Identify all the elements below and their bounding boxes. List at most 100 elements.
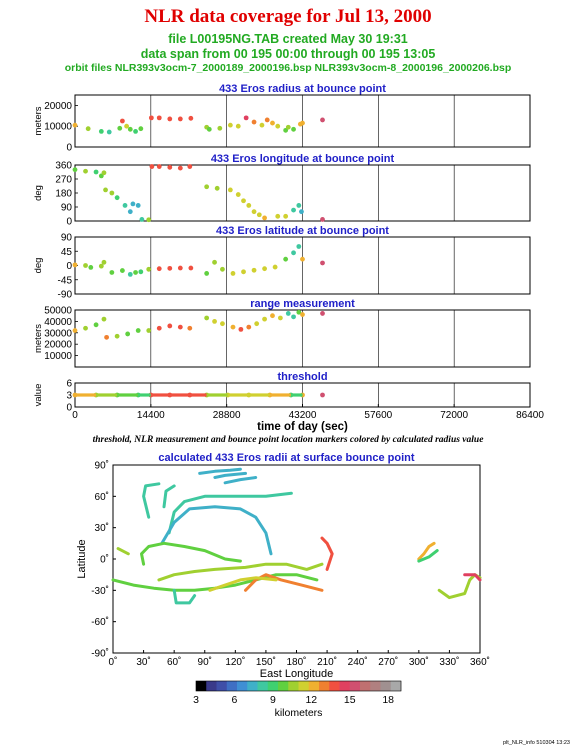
colorbar-tick-label: 9 <box>270 694 276 706</box>
data-point <box>177 324 183 330</box>
x-tick-label: 72000 <box>440 410 468 421</box>
colorbar-swatch <box>370 681 381 691</box>
x-tick-label: 360˚ <box>470 656 490 668</box>
y-tick-label: -60˚ <box>91 616 109 628</box>
data-point <box>135 328 141 333</box>
ground-track <box>116 547 130 556</box>
ground-track <box>167 491 293 535</box>
y-axis-label: deg <box>33 258 44 274</box>
colorbar-swatch <box>288 681 299 691</box>
data-point <box>296 309 302 315</box>
ground-track <box>140 541 242 566</box>
panel-title: 433 Eros latitude at bounce point <box>216 225 389 237</box>
data-point <box>256 212 262 218</box>
data-point <box>114 195 120 201</box>
data-point <box>167 116 173 122</box>
data-point <box>204 271 210 276</box>
data-point <box>72 167 78 173</box>
data-point <box>246 203 252 208</box>
y-tick-label: 3 <box>66 391 72 402</box>
ground-track <box>417 549 439 563</box>
x-tick-label: 43200 <box>289 410 317 421</box>
range-panel: range measurement 10000200003000040000500… <box>33 298 531 368</box>
y-tick-label: 90˚ <box>95 460 109 472</box>
data-point <box>133 270 138 275</box>
data-point <box>127 126 133 132</box>
data-point <box>138 269 144 275</box>
data-point <box>188 115 194 121</box>
data-point <box>101 316 107 322</box>
data-point <box>127 209 133 215</box>
plot-frame <box>74 94 531 148</box>
data-point <box>156 164 162 169</box>
data-point <box>238 326 244 332</box>
colorbar-swatch <box>329 681 340 691</box>
data-point <box>188 265 194 271</box>
ground-track <box>223 476 258 485</box>
x-tick-label: 300˚ <box>409 656 429 668</box>
colorbar-frame <box>195 680 402 692</box>
radius-panel: 433 Eros radius at bounce point 0 10000 200… <box>33 83 531 154</box>
colorbar-swatch <box>196 681 207 691</box>
y-tick-label: -90˚ <box>91 648 109 660</box>
ground-track <box>463 573 482 582</box>
data-point <box>262 266 267 272</box>
ground-track <box>160 505 273 556</box>
x-tick-label: 180˚ <box>286 656 306 668</box>
data-point <box>241 269 246 275</box>
data-point <box>187 325 193 331</box>
x-tick-label: 0 <box>72 410 78 421</box>
data-point <box>270 120 275 126</box>
x-tick-label: 57600 <box>364 410 392 421</box>
data-point <box>122 203 128 208</box>
x-tick-label: 86400 <box>516 410 544 421</box>
data-point <box>98 263 104 269</box>
data-point <box>217 125 223 131</box>
y-tick-label: 180 <box>55 189 72 200</box>
data-point <box>320 217 325 222</box>
y-tick-label: 45 <box>61 247 73 258</box>
ground-track <box>162 484 176 509</box>
panel-title: 433 Eros longitude at bounce point <box>211 153 395 165</box>
data-point <box>246 324 252 330</box>
data-point <box>291 126 296 132</box>
x-axis-label: East Longitude <box>260 668 333 680</box>
colorbar-tick-label: 6 <box>232 694 238 706</box>
x-tick-label: 330˚ <box>439 656 459 668</box>
y-axis-label: meters <box>33 324 44 353</box>
data-point <box>119 118 125 124</box>
data-point <box>235 123 241 129</box>
colorbar-swatch <box>308 681 320 691</box>
ground-track <box>213 471 247 479</box>
ground-track <box>244 573 324 592</box>
data-point <box>114 333 120 339</box>
data-point <box>283 213 289 219</box>
threshold-panel: threshold 036 value 0 14400 28800 43200 57600 72… <box>33 371 544 433</box>
data-point <box>103 187 108 193</box>
colorbar-swatch <box>298 681 310 691</box>
data-point <box>88 265 94 270</box>
data-point <box>251 209 257 215</box>
data-point <box>125 331 131 337</box>
colorbar-tick-label: 15 <box>344 694 356 706</box>
ground-track <box>157 562 324 582</box>
ground-track <box>208 576 278 592</box>
data-point <box>285 124 291 130</box>
data-point <box>167 164 173 170</box>
colorbar-swatch <box>278 681 289 691</box>
data-point <box>251 119 257 125</box>
x-tick-label: 60˚ <box>167 656 181 668</box>
x-tick-label: 240˚ <box>348 656 368 668</box>
colorbar-tick-label: 12 <box>305 694 317 706</box>
y-tick-label: 40000 <box>44 317 72 328</box>
data-point <box>262 215 267 221</box>
data-point <box>83 263 88 268</box>
data-point <box>146 328 152 333</box>
colorbar-tick-label: 18 <box>382 694 394 706</box>
ground-track <box>198 467 242 475</box>
data-point <box>227 122 233 128</box>
x-tick-label: 30˚ <box>136 656 150 668</box>
y-axis-label: value <box>33 384 44 407</box>
data-point <box>291 207 296 213</box>
